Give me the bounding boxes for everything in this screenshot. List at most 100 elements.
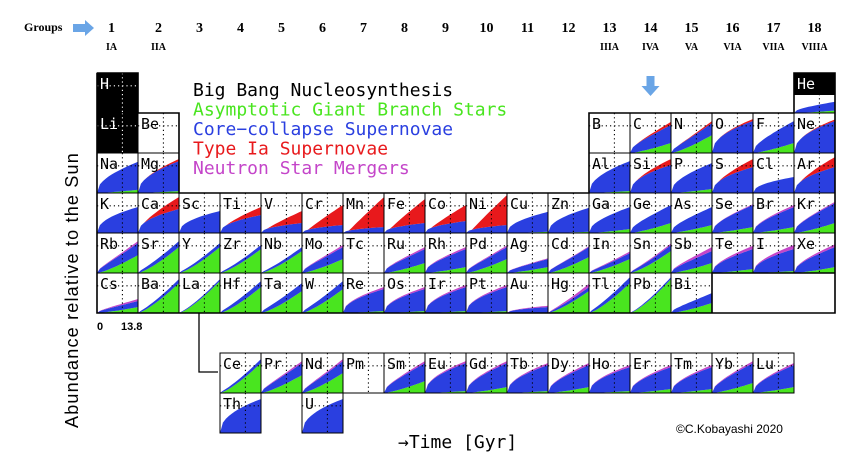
group-number: 5 [278,21,285,36]
element-cell: K [96,192,139,234]
abundance-area-agb [548,291,589,313]
group-number: 8 [401,21,408,36]
element-symbol: Si [633,155,651,173]
abundance-area-snia [712,159,753,193]
element-cell: Sc [178,192,221,234]
abundance-area-agb [589,283,630,313]
element-cell: Tl [588,272,631,314]
element-cell: P [670,152,713,194]
abundance-area-ccsn [753,365,794,393]
abundance-area-ccsn [630,205,671,233]
lanthanide-connector [198,313,218,373]
abundance-area-nsm [466,245,507,273]
element-cell: Ni [465,192,508,234]
element-cell: Tc [342,232,385,274]
abundance-area-agb [97,189,138,193]
element-cell: Ga [588,192,631,234]
element-symbol: As [674,195,692,213]
abundance-area-ccsn [630,245,671,273]
abundance-area-agb [220,249,261,273]
element-symbol: Mn [346,195,364,213]
abundance-area-ccsn [671,367,712,393]
abundance-area-agb [589,229,630,233]
abundance-area-agb [261,251,302,273]
abundance-area-nsm [384,247,425,273]
group-number: 10 [480,21,494,36]
abundance-area-ccsn [589,367,630,393]
abundance-area-agb [466,259,507,273]
element-symbol: Tl [592,275,610,293]
element-symbol: W [305,275,315,293]
group-number: 2 [155,21,162,36]
element-symbol: Al [592,155,610,173]
element-symbol: Hg [551,275,569,293]
group-roman-label: IVA [642,42,660,53]
abundance-area-agb [179,281,220,313]
cell-border [752,352,795,394]
x-axis-label: →Time [Gyr] [398,432,517,453]
element-symbol: Sc [182,195,200,213]
abundance-area-ccsn [466,247,507,273]
element-cell: La [178,272,221,314]
abundance-area-nsm [507,305,548,313]
element-symbol: Ca [141,195,159,213]
group-number: 14 [644,21,658,36]
element-symbol: Os [387,275,405,293]
abundance-area-ccsn [630,165,671,193]
abundance-area-agb [589,259,630,273]
abundance-area-agb [630,223,671,233]
element-cell: C [629,112,672,154]
element-cell: Mg [137,152,180,194]
element-cell: Nd [301,352,344,394]
abundance-area-nsm [548,363,589,393]
abundance-area-nsm [712,361,753,393]
abundance-area-agb [671,303,712,313]
element-cell: Os [383,272,426,314]
abundance-area-ccsn [712,249,753,273]
abundance-area-agb [753,387,794,393]
abundance-area-agb [261,375,302,393]
element-cell: Pb [629,272,672,314]
abundance-area-agb [425,267,466,273]
element-cell: Er [629,352,672,394]
element-cell: Ne [793,112,836,154]
cell-background [97,73,138,113]
abundance-area-agb [712,269,753,273]
element-symbol: Nd [305,355,323,373]
abundance-area-agb [261,291,302,313]
element-symbol: K [100,195,109,213]
abundance-area-ccsn [466,363,507,393]
element-cell: O [711,112,754,154]
element-cell: Se [711,192,754,234]
abundance-area-agb [548,387,589,393]
element-cell: Fe [383,192,426,234]
abundance-area-agb [630,251,671,273]
element-symbol: Mo [305,235,323,253]
element-symbol: Er [633,355,651,373]
abundance-area-agb [794,267,835,273]
abundance-area-ccsn [794,121,835,153]
element-cell: Mn [342,192,385,234]
element-symbol: Dy [551,355,569,373]
element-cell: Cs [96,272,139,314]
abundance-area-snia [466,195,507,233]
element-cell: Cr [301,192,344,234]
abundance-area-snia [630,159,671,193]
element-symbol: Pb [633,275,651,293]
element-cell: Dy [547,352,590,394]
element-symbol: Ne [797,115,815,133]
element-symbol: Sm [387,355,405,373]
groups-arrow-icon [73,20,94,36]
element-symbol: He [797,75,815,93]
abundance-area-nsm [302,359,343,393]
element-symbol: Rh [428,235,446,253]
element-cell: Nb [260,232,303,274]
abundance-area-agb [794,110,835,113]
abundance-area-ccsn [753,207,794,233]
element-cell: Ar [793,152,836,194]
group-roman-label: VIA [723,42,742,53]
element-cell: Pd [465,232,508,274]
element-cell: B [588,112,631,154]
abundance-area-agb [630,389,671,393]
